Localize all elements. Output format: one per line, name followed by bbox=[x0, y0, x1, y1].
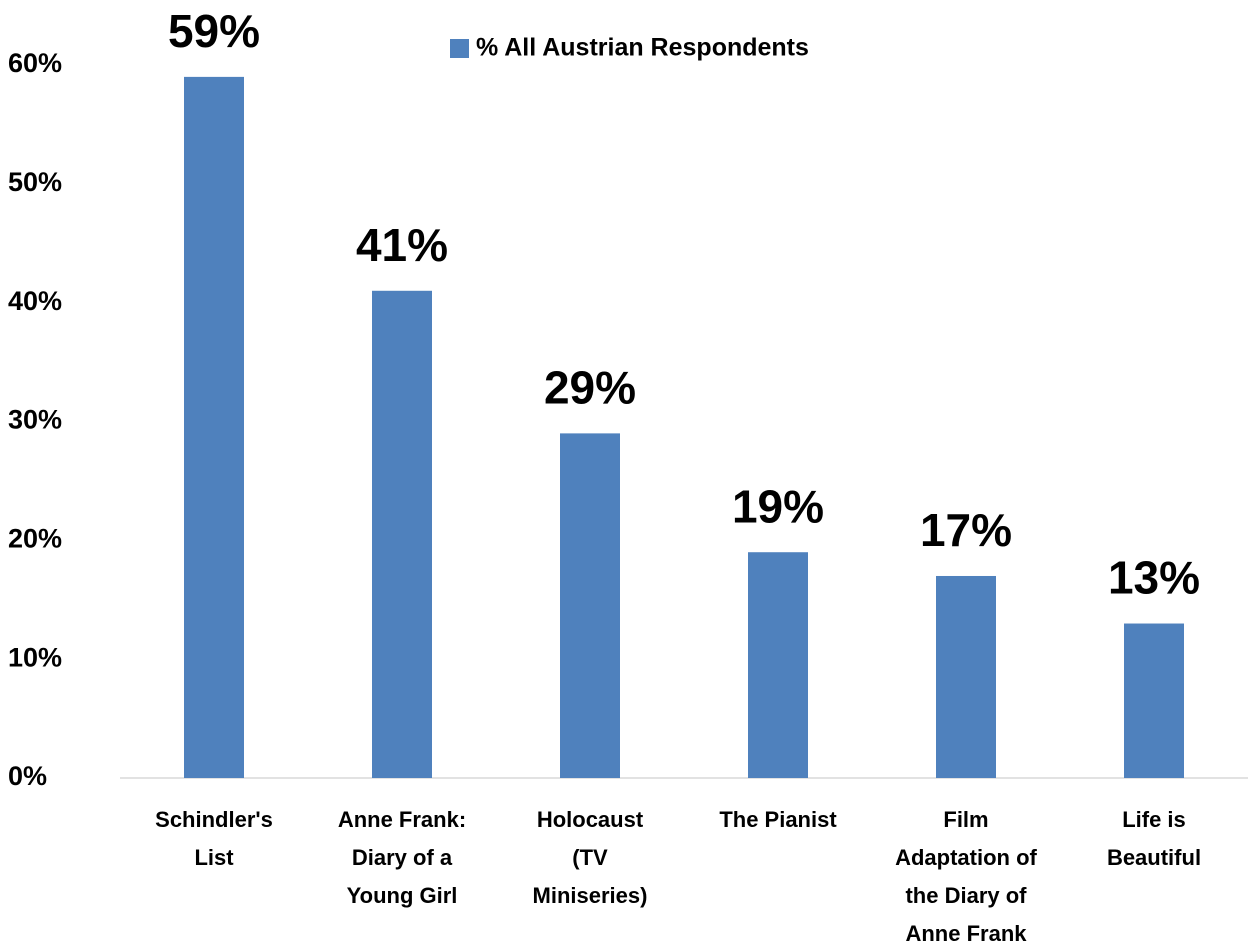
data-label: 13% bbox=[1108, 552, 1200, 604]
data-label: 59% bbox=[168, 5, 260, 57]
x-tick-label: Anne Frank: Diary of a Young Girl bbox=[337, 807, 467, 908]
y-tick-label: 40% bbox=[8, 286, 62, 316]
x-tick-label: Holocaust (TV Miniseries) bbox=[532, 807, 648, 908]
y-tick-label: 30% bbox=[8, 405, 62, 435]
legend-label: % All Austrian Respondents bbox=[476, 34, 809, 62]
bar bbox=[748, 552, 808, 778]
x-tick-label: Schindler's List bbox=[155, 807, 273, 870]
y-tick-label: 50% bbox=[8, 167, 62, 197]
data-label: 19% bbox=[732, 480, 824, 532]
y-tick-label: 20% bbox=[8, 523, 62, 553]
data-label: 17% bbox=[920, 504, 1012, 556]
bar bbox=[936, 575, 996, 778]
y-tick-label: 10% bbox=[8, 642, 62, 672]
legend-swatch bbox=[450, 39, 469, 58]
x-tick-label: The Pianist bbox=[719, 807, 837, 832]
bar bbox=[1124, 623, 1184, 778]
y-tick-label: 60% bbox=[8, 48, 62, 78]
x-tick-label: Film Adaptation of the Diary of Anne Fra… bbox=[895, 807, 1037, 946]
bar bbox=[372, 290, 432, 778]
bar bbox=[560, 433, 620, 778]
data-label: 29% bbox=[544, 362, 636, 414]
bar bbox=[184, 76, 244, 779]
y-tick-label: 0% bbox=[8, 761, 47, 791]
x-tick-label: Life is Beautiful bbox=[1106, 807, 1202, 870]
data-label: 41% bbox=[356, 219, 448, 271]
